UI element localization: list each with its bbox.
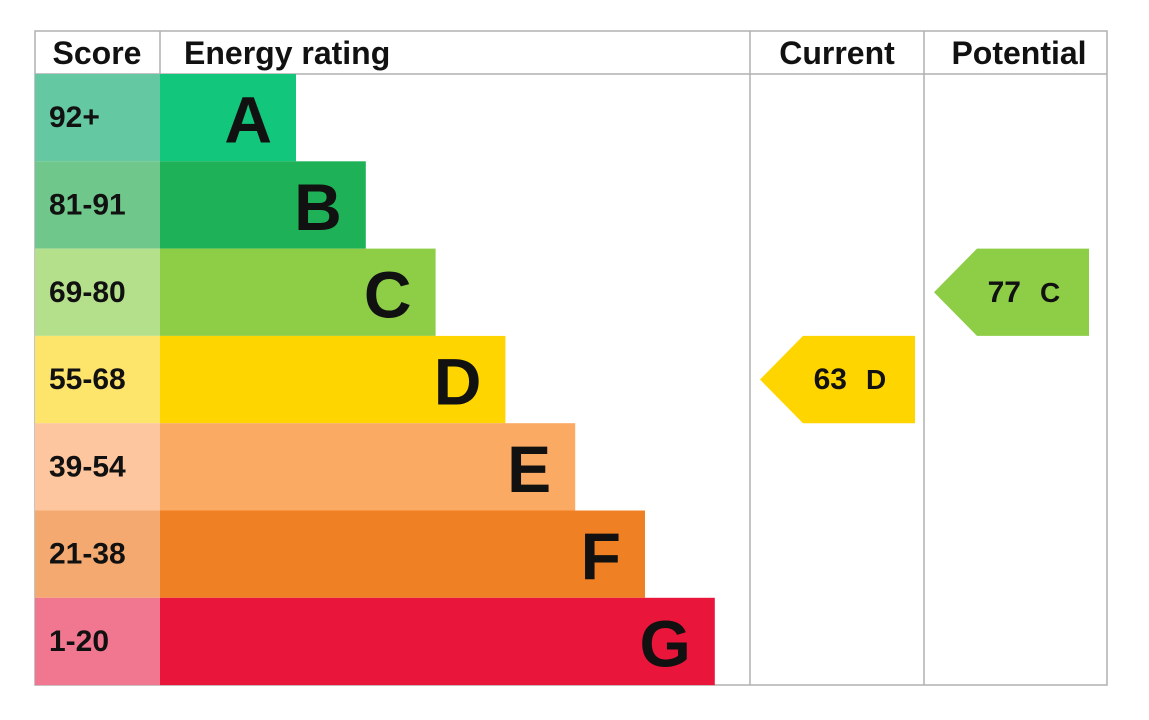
rating-bar [160,248,436,336]
rating-bar [160,597,715,686]
potential-value: 77 [988,276,1021,309]
header-potential: Potential [951,35,1086,71]
potential-letter: C [1040,277,1060,308]
score-cell [35,161,160,249]
current-value: 63 [814,363,847,396]
score-cell [35,335,160,424]
rating-bar [160,335,506,424]
score-range: 92+ [49,101,100,134]
rating-letter: D [434,345,482,419]
rating-bar [160,423,576,511]
rating-letter: G [639,606,690,680]
rating-letter: A [224,83,272,157]
score-range: 1-20 [49,625,109,658]
score-cell [35,510,160,598]
header-current: Current [779,35,895,71]
score-range: 81-91 [49,188,126,221]
score-cell [35,423,160,511]
header-score: Score [53,35,142,71]
current-letter: D [866,364,886,395]
score-cell [35,248,160,336]
rating-bar [160,161,366,249]
rating-bar [160,74,296,162]
score-range: 21-38 [49,538,126,571]
rating-bar [160,510,645,598]
score-range: 69-80 [49,276,126,309]
score-range: 39-54 [49,450,126,483]
rating-letter: E [507,432,551,506]
score-cell [35,74,160,162]
rating-letter: F [581,519,621,593]
header-energy-rating: Energy rating [184,35,390,71]
current-arrow [760,335,915,424]
rating-letter: B [294,170,342,244]
score-cell [35,597,160,686]
potential-arrow [934,248,1089,336]
rating-letter: C [364,257,412,331]
score-range: 55-68 [49,363,126,396]
